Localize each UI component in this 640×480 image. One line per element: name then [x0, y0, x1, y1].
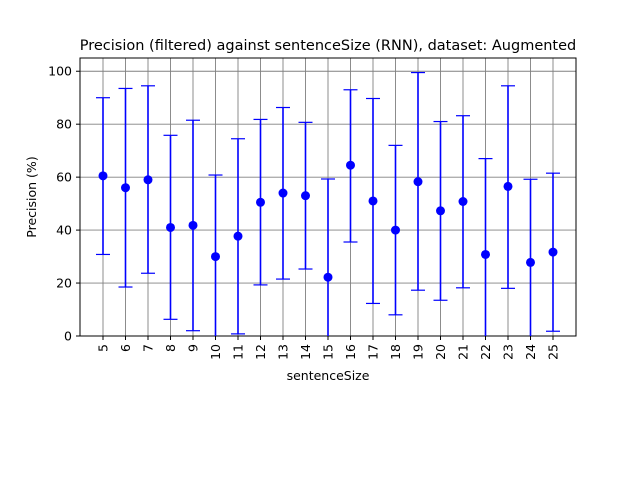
- data-point: [278, 188, 288, 198]
- data-point: [98, 171, 108, 181]
- x-tick-label: 20: [433, 344, 448, 360]
- y-tick-label: 20: [56, 276, 72, 291]
- x-tick-label: 22: [478, 344, 493, 360]
- y-axis-label: Precision (%): [24, 156, 39, 237]
- x-tick-label: 23: [501, 344, 516, 360]
- x-tick-label: 25: [546, 344, 561, 360]
- x-tick-label: 5: [96, 344, 111, 352]
- x-axis-label: sentenceSize: [287, 368, 370, 383]
- x-tick-label: 11: [231, 344, 246, 360]
- data-point: [211, 252, 220, 262]
- y-tick-label: 60: [56, 170, 72, 185]
- data-point: [166, 222, 175, 232]
- x-tick-label: 14: [298, 344, 313, 360]
- x-tick-label: 18: [388, 344, 403, 360]
- x-tick-label: 15: [321, 344, 336, 360]
- data-point: [121, 183, 130, 193]
- data-point: [548, 247, 558, 257]
- x-tick-label: 10: [208, 344, 223, 360]
- y-tick-label: 0: [64, 329, 72, 344]
- data-point: [413, 177, 423, 187]
- data-point: [481, 249, 490, 259]
- data-point: [188, 220, 198, 230]
- chart-title: Precision (filtered) against sentenceSiz…: [80, 38, 577, 54]
- y-tick-label: 80: [56, 117, 72, 132]
- x-tick-label: 12: [253, 344, 268, 360]
- x-tick-label: 19: [411, 344, 426, 360]
- data-point: [323, 272, 333, 282]
- x-tick-label: 6: [118, 344, 133, 352]
- x-tick-label: 7: [141, 344, 156, 352]
- x-tick-label: 13: [276, 344, 291, 360]
- data-point: [346, 160, 355, 170]
- data-point: [458, 197, 468, 207]
- data-point: [256, 197, 265, 207]
- y-tick-label: 100: [48, 64, 72, 79]
- x-tick-label: 8: [163, 344, 178, 352]
- x-tick-label: 21: [456, 344, 471, 360]
- data-point: [503, 181, 513, 191]
- data-point: [368, 196, 378, 206]
- data-point: [391, 225, 400, 235]
- data-point: [526, 257, 535, 267]
- x-tick-label: 17: [366, 344, 381, 360]
- data-point: [233, 231, 243, 241]
- data-point: [143, 175, 153, 185]
- y-tick-label: 40: [56, 223, 72, 238]
- x-tick-label: 16: [343, 344, 358, 360]
- data-point: [301, 191, 310, 201]
- x-tick-label: 9: [186, 344, 201, 352]
- plot-area: 0 20 40 60 80 100 5 6 7 8 9 10 11 12 13 14 15 16 17 18 19 20 2…: [48, 57, 577, 360]
- data-point: [436, 206, 445, 216]
- x-tick-label: 24: [523, 344, 538, 360]
